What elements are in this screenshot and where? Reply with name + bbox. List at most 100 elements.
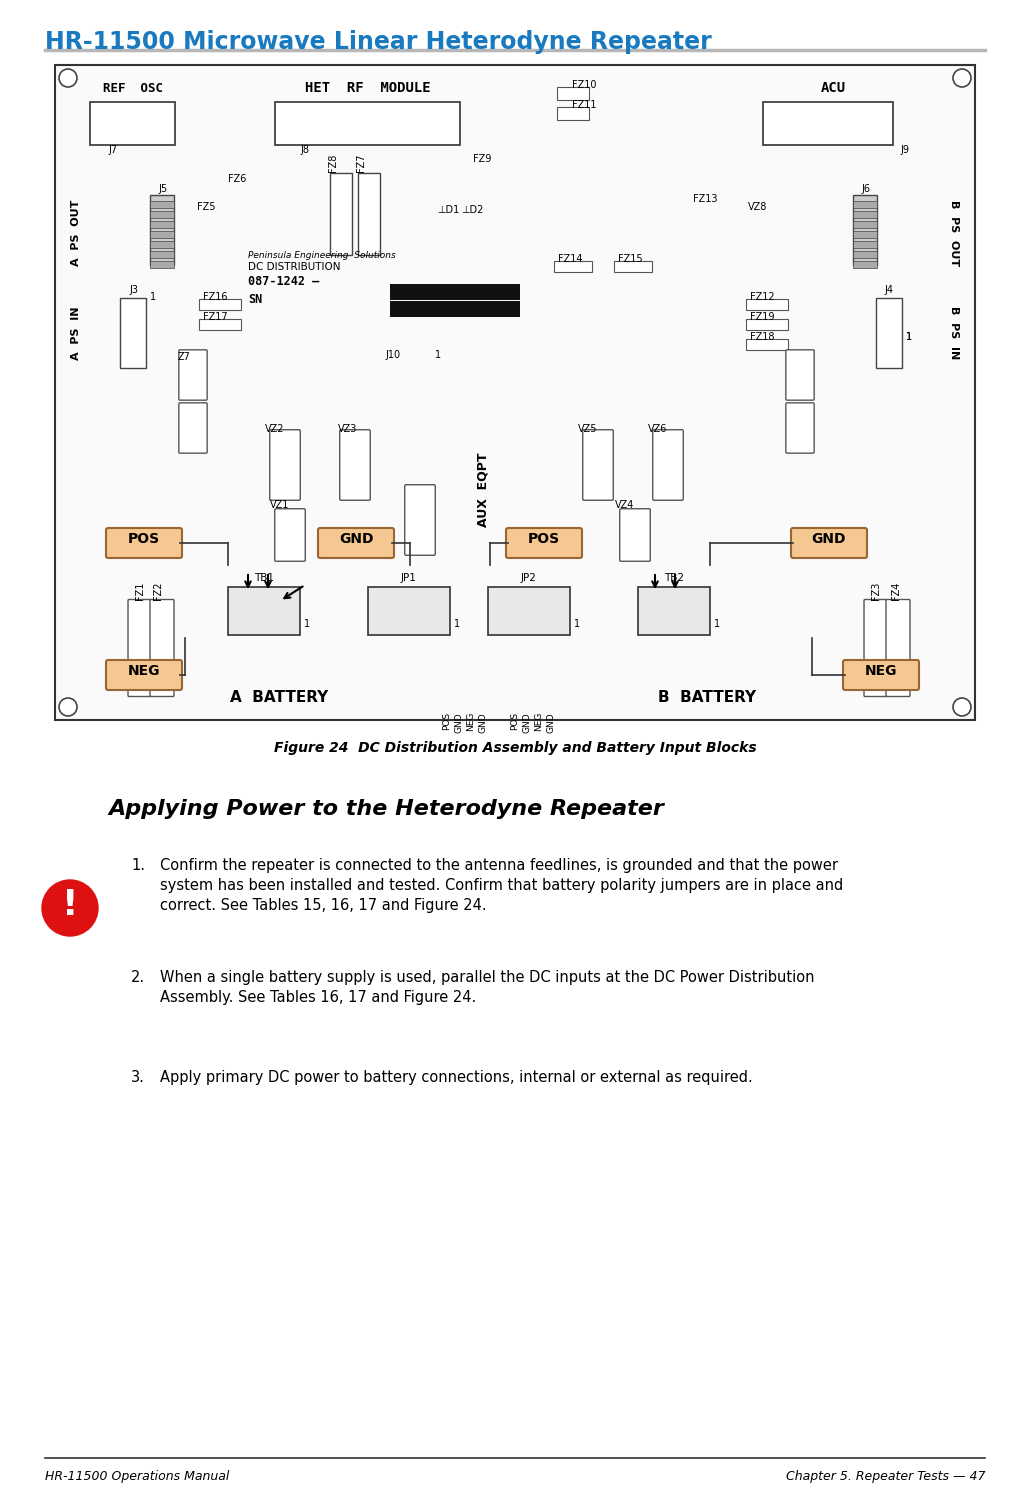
Bar: [368, 587, 450, 635]
Bar: [853, 211, 877, 218]
FancyBboxPatch shape: [791, 529, 867, 558]
FancyBboxPatch shape: [106, 660, 182, 690]
Text: J5: J5: [159, 184, 168, 194]
Text: J8: J8: [301, 145, 309, 155]
Text: JP1: JP1: [401, 573, 417, 582]
Text: A  PS  OUT: A PS OUT: [71, 200, 81, 266]
FancyBboxPatch shape: [318, 529, 394, 558]
Text: FZ16: FZ16: [203, 293, 228, 302]
Text: DC DISTRIBUTION: DC DISTRIBUTION: [248, 261, 341, 272]
FancyBboxPatch shape: [583, 430, 613, 500]
Text: FZ9: FZ9: [473, 154, 491, 164]
Text: VZ2: VZ2: [265, 424, 284, 434]
Text: B  PS  IN: B PS IN: [949, 306, 959, 360]
Text: B  PS  OUT: B PS OUT: [949, 200, 959, 266]
Text: HR-11500 Microwave Linear Heterodyne Repeater: HR-11500 Microwave Linear Heterodyne Rep…: [45, 30, 712, 54]
Text: NEG: NEG: [865, 664, 897, 678]
Bar: [853, 231, 877, 237]
Bar: [90, 102, 175, 145]
Bar: [330, 173, 352, 255]
Text: NEG: NEG: [128, 664, 161, 678]
FancyBboxPatch shape: [106, 529, 182, 558]
Text: 087-1242 –: 087-1242 –: [248, 275, 319, 288]
FancyBboxPatch shape: [150, 600, 174, 697]
Bar: [150, 251, 174, 258]
Text: 1: 1: [906, 331, 913, 342]
Text: !: !: [62, 888, 78, 923]
Circle shape: [42, 879, 98, 936]
Text: NEG: NEG: [467, 712, 476, 732]
Text: FZ19: FZ19: [750, 312, 775, 322]
Bar: [557, 87, 589, 100]
Bar: [150, 211, 174, 218]
Bar: [121, 299, 146, 367]
Bar: [853, 221, 877, 228]
Text: B  BATTERY: B BATTERY: [658, 690, 756, 705]
FancyBboxPatch shape: [128, 600, 152, 697]
Text: POS: POS: [511, 712, 519, 730]
Bar: [614, 261, 652, 272]
Circle shape: [59, 69, 77, 87]
Bar: [150, 221, 174, 228]
Bar: [746, 320, 788, 330]
Text: FZ17: FZ17: [203, 312, 228, 322]
Text: Apply primary DC power to battery connections, internal or external as required.: Apply primary DC power to battery connec…: [160, 1070, 753, 1085]
Text: TB2: TB2: [664, 573, 684, 582]
Text: FZ18: FZ18: [750, 331, 775, 342]
Text: 1: 1: [454, 620, 460, 629]
Text: FZ2: FZ2: [153, 581, 163, 600]
FancyBboxPatch shape: [886, 600, 909, 697]
FancyBboxPatch shape: [179, 349, 207, 400]
Text: VZ6: VZ6: [648, 424, 667, 434]
Text: J3: J3: [130, 285, 138, 296]
Text: VZ5: VZ5: [578, 424, 597, 434]
Bar: [199, 320, 241, 330]
FancyBboxPatch shape: [620, 509, 650, 561]
Text: FZ7: FZ7: [356, 154, 366, 172]
Bar: [150, 202, 174, 208]
Text: 1: 1: [304, 620, 310, 629]
FancyBboxPatch shape: [275, 509, 305, 561]
Text: J10: J10: [385, 349, 401, 360]
Text: Figure 24  DC Distribution Assembly and Battery Input Blocks: Figure 24 DC Distribution Assembly and B…: [274, 741, 756, 755]
Text: FZ10: FZ10: [572, 81, 596, 90]
Bar: [746, 299, 788, 311]
Text: Chapter 5. Repeater Tests — 47: Chapter 5. Repeater Tests — 47: [786, 1471, 985, 1483]
FancyBboxPatch shape: [405, 485, 436, 555]
Text: VZ3: VZ3: [338, 424, 357, 434]
Text: 1: 1: [574, 620, 580, 629]
Text: Applying Power to the Heterodyne Repeater: Applying Power to the Heterodyne Repeate…: [108, 799, 664, 820]
FancyBboxPatch shape: [506, 529, 582, 558]
Text: J9: J9: [900, 145, 909, 155]
Bar: [55, 66, 975, 720]
Text: Confirm the repeater is connected to the antenna feedlines, is grounded and that: Confirm the repeater is connected to the…: [160, 858, 844, 912]
Bar: [150, 261, 174, 269]
Text: FZ5: FZ5: [197, 202, 215, 212]
Text: GND: GND: [812, 532, 847, 546]
FancyBboxPatch shape: [864, 600, 888, 697]
Text: SN: SN: [248, 293, 263, 306]
Text: ACU: ACU: [821, 81, 846, 96]
Bar: [557, 107, 589, 119]
Text: J6: J6: [861, 184, 870, 194]
Text: REF  OSC: REF OSC: [103, 82, 163, 96]
Text: Peninsula Engineering  Solutions: Peninsula Engineering Solutions: [248, 251, 396, 260]
Text: FZ8: FZ8: [328, 154, 338, 172]
Bar: [853, 251, 877, 258]
Text: JP2: JP2: [521, 573, 537, 582]
Bar: [275, 102, 460, 145]
Text: VZ8: VZ8: [748, 202, 767, 212]
Text: FZ3: FZ3: [871, 582, 881, 600]
Text: FZ4: FZ4: [891, 582, 901, 600]
Bar: [853, 196, 877, 264]
Text: 1: 1: [906, 331, 913, 342]
Circle shape: [953, 69, 971, 87]
Text: Z7: Z7: [178, 352, 191, 361]
FancyBboxPatch shape: [270, 430, 301, 500]
Text: 1: 1: [435, 349, 441, 360]
Text: A  PS  IN: A PS IN: [71, 306, 81, 360]
Text: FZ14: FZ14: [558, 254, 583, 264]
Text: HR-11500 Operations Manual: HR-11500 Operations Manual: [45, 1471, 230, 1483]
Text: VZ4: VZ4: [615, 500, 634, 511]
Text: A  BATTERY: A BATTERY: [230, 690, 329, 705]
